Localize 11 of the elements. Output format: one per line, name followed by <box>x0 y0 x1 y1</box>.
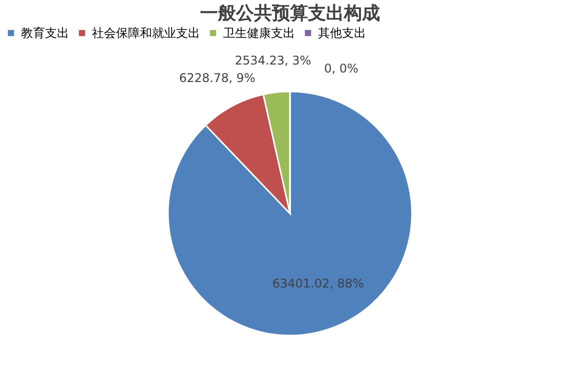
legend-label: 其他支出 <box>318 26 366 40</box>
pie-slice <box>167 90 413 336</box>
chart-title: 一般公共预算支出构成 <box>200 3 380 24</box>
data-label: 2534.23, 3% <box>234 53 312 68</box>
data-label: 63401.02, 88% <box>272 276 364 291</box>
data-label: 6228.78, 9% <box>179 70 256 85</box>
legend-label: 社会保障和就业支出 <box>92 26 200 40</box>
legend-label: 卫生健康支出 <box>223 26 295 40</box>
pie-slice <box>204 94 291 214</box>
text: 0, 0% <box>324 61 358 76</box>
legend-label: 教育支出 <box>21 26 69 40</box>
